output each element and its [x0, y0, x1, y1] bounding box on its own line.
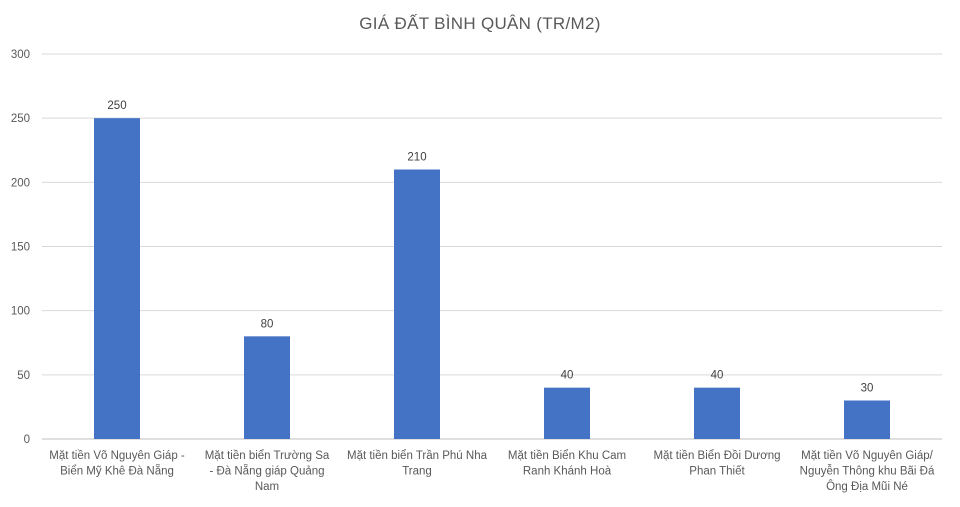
data-label: 80 [261, 318, 274, 330]
category-label: Mặt tiền Biển Khu Cam Ranh Khánh Hoà [508, 450, 626, 478]
category-label-line: Ông Địa Mũi Né [826, 480, 908, 493]
category-label-line: Phan Thiết [689, 466, 745, 478]
y-tick-label: 0 [24, 434, 30, 446]
category-label-line: Mặt tiền Biển Đồi Dương [653, 450, 780, 462]
category-label-line: Mặt tiền Võ Nguyên Giáp - [49, 450, 185, 462]
gridlines [42, 53, 942, 440]
category-label-line: Ranh Khánh Hoà [523, 466, 612, 478]
data-labels: 250 80 210 40 40 30 [107, 100, 873, 394]
bar [244, 336, 290, 439]
category-label: Mặt tiền biển Trường Sa - Đà Nẵng giáp Qu… [205, 450, 330, 493]
bars [94, 118, 890, 440]
y-tick-label: 100 [11, 306, 30, 318]
category-label-line: Mặt tiền Biển Khu Cam [508, 450, 626, 462]
category-label-line: - Đà Nẵng giáp Quảng [209, 465, 324, 478]
y-tick-label: 50 [17, 370, 30, 382]
x-axis: Mặt tiền Võ Nguyên Giáp - Biển Mỹ Khê Đà … [49, 450, 935, 493]
y-tick-label: 200 [11, 177, 30, 189]
category-label-line: Nam [255, 481, 279, 493]
category-label-line: Biển Mỹ Khê Đà Nẵng [60, 465, 174, 478]
data-label: 40 [711, 370, 724, 382]
y-axis: 0 50 100 150 200 250 300 [11, 49, 30, 446]
category-label: Mặt tiền Biển Đồi Dương Phan Thiết [653, 450, 780, 478]
data-label: 250 [107, 100, 126, 112]
category-label-line: Trang [402, 466, 432, 478]
category-label: Mặt tiền biển Trần Phú Nha Trang [347, 450, 488, 478]
bar [844, 400, 890, 439]
y-tick-label: 150 [11, 242, 30, 254]
data-label: 30 [861, 383, 874, 395]
category-label: Mặt tiền Võ Nguyên Giáp/Nguyễn Thông khu… [800, 450, 935, 493]
data-label: 210 [407, 152, 426, 164]
category-label-line: Mặt tiền biển Trường Sa [205, 450, 330, 462]
bar [94, 118, 140, 440]
bar [544, 387, 590, 439]
data-label: 40 [561, 370, 574, 382]
bar [394, 169, 440, 439]
category-label-line: Nguyễn Thông khu Bãi Đá [800, 465, 935, 478]
category-label: Mặt tiền Võ Nguyên Giáp - Biển Mỹ Khê Đà … [49, 450, 185, 478]
chart-title: GIÁ ĐẤT BÌNH QUÂN (TR/M2) [359, 14, 601, 33]
bar [694, 387, 740, 439]
category-label-line: Mặt tiền biển Trần Phú Nha [347, 450, 488, 462]
y-tick-label: 250 [11, 113, 30, 125]
y-tick-label: 300 [11, 49, 30, 61]
category-label-line: Mặt tiền Võ Nguyên Giáp/ [801, 450, 933, 462]
